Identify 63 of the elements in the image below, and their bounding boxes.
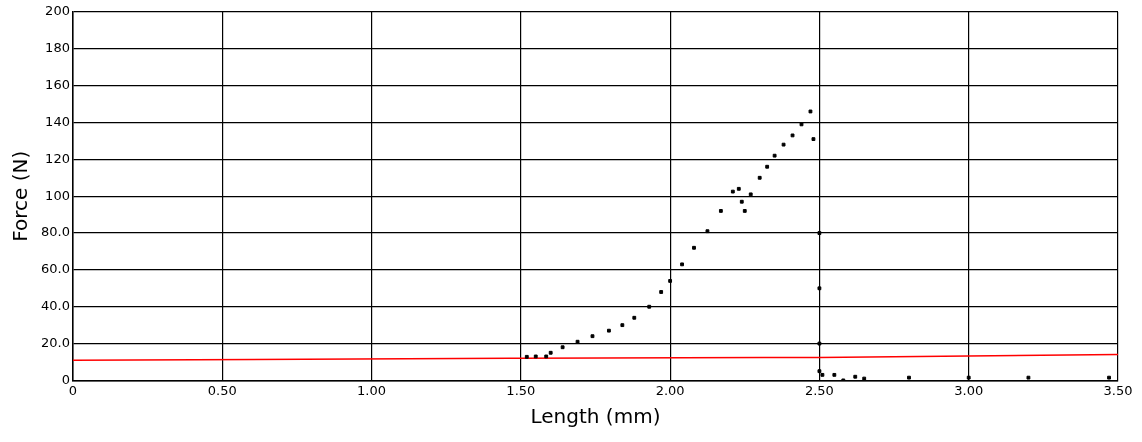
x-tick-label: 2.00	[655, 382, 685, 398]
point	[607, 328, 611, 333]
point	[1107, 375, 1111, 380]
point	[533, 354, 538, 359]
y-tick-label: 180	[45, 40, 70, 56]
point	[590, 334, 595, 339]
point	[907, 375, 911, 380]
x-tick-label: 1.00	[357, 382, 387, 398]
y-tick-label: 160	[45, 77, 70, 93]
y-tick-label: 120	[45, 150, 70, 166]
point	[790, 133, 795, 138]
y-tick-label: 200	[45, 3, 70, 19]
y-tick-label: 100	[45, 187, 70, 203]
point	[765, 164, 770, 169]
y-tick-label: 40.0	[40, 298, 70, 314]
y-tick-label: 80.0	[40, 224, 70, 240]
point	[832, 372, 837, 377]
point	[853, 374, 858, 379]
point	[739, 199, 744, 204]
x-tick-label: 2.50	[804, 382, 834, 398]
y-tick-label: 60.0	[40, 261, 70, 277]
point	[560, 345, 565, 350]
y-axis-title: Force (N)	[8, 150, 33, 242]
point	[620, 323, 625, 328]
point	[632, 315, 637, 320]
point	[817, 369, 822, 374]
point	[808, 109, 813, 114]
point	[799, 122, 804, 127]
point	[647, 304, 652, 309]
point	[668, 279, 673, 283]
x-tick-label: 3.00	[954, 382, 984, 398]
point	[705, 229, 710, 234]
point	[817, 231, 822, 235]
x-axis-title: Length (mm)	[530, 404, 661, 429]
x-tick-label: 0.50	[207, 382, 237, 398]
point	[817, 341, 822, 346]
point	[659, 290, 664, 294]
point	[730, 189, 735, 194]
point	[748, 192, 753, 197]
point	[841, 378, 846, 381]
point	[820, 372, 825, 377]
point	[817, 286, 822, 291]
point	[811, 137, 816, 142]
point	[575, 339, 580, 344]
y-tick-label: 0	[61, 371, 70, 387]
point	[781, 142, 786, 147]
point	[718, 209, 723, 213]
point	[757, 175, 762, 180]
point	[966, 375, 971, 380]
point	[692, 245, 696, 250]
x-tick-label: 1.50	[506, 382, 536, 398]
point	[736, 186, 741, 191]
point	[772, 153, 777, 158]
point	[680, 262, 684, 267]
x-tick-label: 3.50	[1103, 382, 1133, 398]
point	[862, 376, 867, 381]
y-tick-label: 20.0	[40, 334, 70, 350]
point	[1026, 375, 1031, 380]
point	[544, 354, 549, 359]
point	[548, 350, 553, 355]
point	[742, 209, 747, 213]
point	[524, 354, 529, 359]
y-tick-label: 140	[45, 113, 70, 129]
